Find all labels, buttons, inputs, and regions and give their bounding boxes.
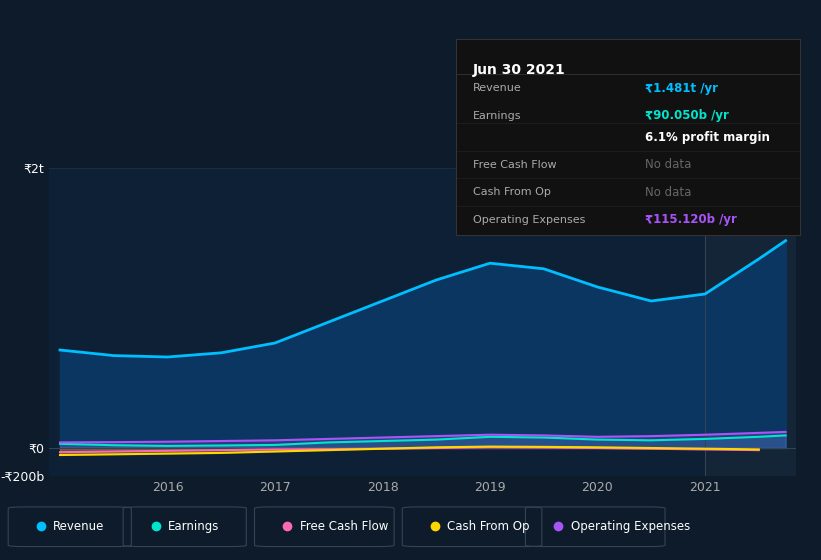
Text: Earnings: Earnings: [168, 520, 220, 533]
Text: 6.1% profit margin: 6.1% profit margin: [645, 130, 770, 144]
Text: Jun 30 2021: Jun 30 2021: [473, 63, 566, 77]
Text: Cash From Op: Cash From Op: [473, 187, 551, 197]
Text: Free Cash Flow: Free Cash Flow: [300, 520, 388, 533]
Text: ₹115.120b /yr: ₹115.120b /yr: [645, 213, 737, 226]
Text: Revenue: Revenue: [53, 520, 105, 533]
Text: ₹1.481t /yr: ₹1.481t /yr: [645, 82, 718, 95]
Bar: [705, 168, 796, 476]
Text: Free Cash Flow: Free Cash Flow: [473, 160, 557, 170]
Text: No data: No data: [645, 185, 691, 199]
Text: Earnings: Earnings: [473, 111, 521, 120]
Text: Operating Expenses: Operating Expenses: [571, 520, 690, 533]
Text: Cash From Op: Cash From Op: [447, 520, 530, 533]
Text: Revenue: Revenue: [473, 83, 521, 93]
Text: ₹90.050b /yr: ₹90.050b /yr: [645, 109, 729, 122]
Text: Operating Expenses: Operating Expenses: [473, 214, 585, 225]
Text: No data: No data: [645, 158, 691, 171]
